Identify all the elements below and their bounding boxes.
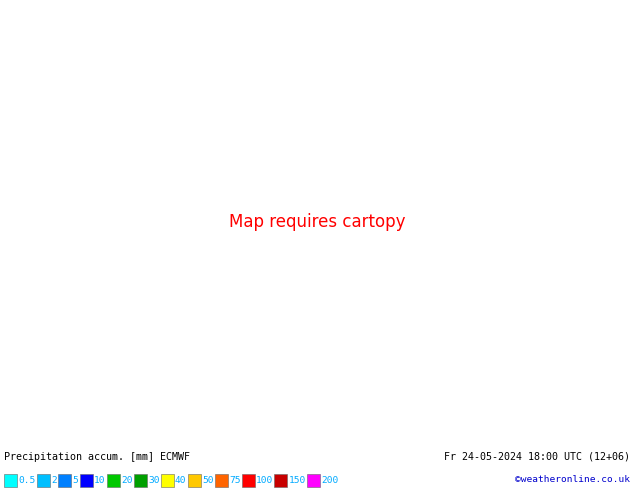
Bar [37,474,49,487]
Bar [214,474,228,487]
Text: Fr 24-05-2024 18:00 UTC (12+06): Fr 24-05-2024 18:00 UTC (12+06) [444,452,630,462]
Text: ©weatheronline.co.uk: ©weatheronline.co.uk [515,475,630,485]
Bar [188,474,200,487]
Text: 40: 40 [175,476,186,485]
Text: 30: 30 [148,476,160,485]
Bar [58,474,71,487]
Bar [79,474,93,487]
Text: 10: 10 [94,476,105,485]
Bar [274,474,287,487]
Bar [4,474,17,487]
Bar [306,474,320,487]
Text: 50: 50 [202,476,214,485]
Bar [242,474,254,487]
Bar [107,474,119,487]
Bar [134,474,146,487]
Text: 150: 150 [288,476,306,485]
Text: Precipitation accum. [mm] ECMWF: Precipitation accum. [mm] ECMWF [4,452,190,462]
Text: 20: 20 [121,476,133,485]
Bar [160,474,174,487]
Text: 0.5: 0.5 [18,476,36,485]
Text: 200: 200 [321,476,339,485]
Text: Map requires cartopy: Map requires cartopy [229,214,405,231]
Text: 5: 5 [72,476,78,485]
Text: 100: 100 [256,476,273,485]
Text: 75: 75 [229,476,240,485]
Text: 2: 2 [51,476,57,485]
